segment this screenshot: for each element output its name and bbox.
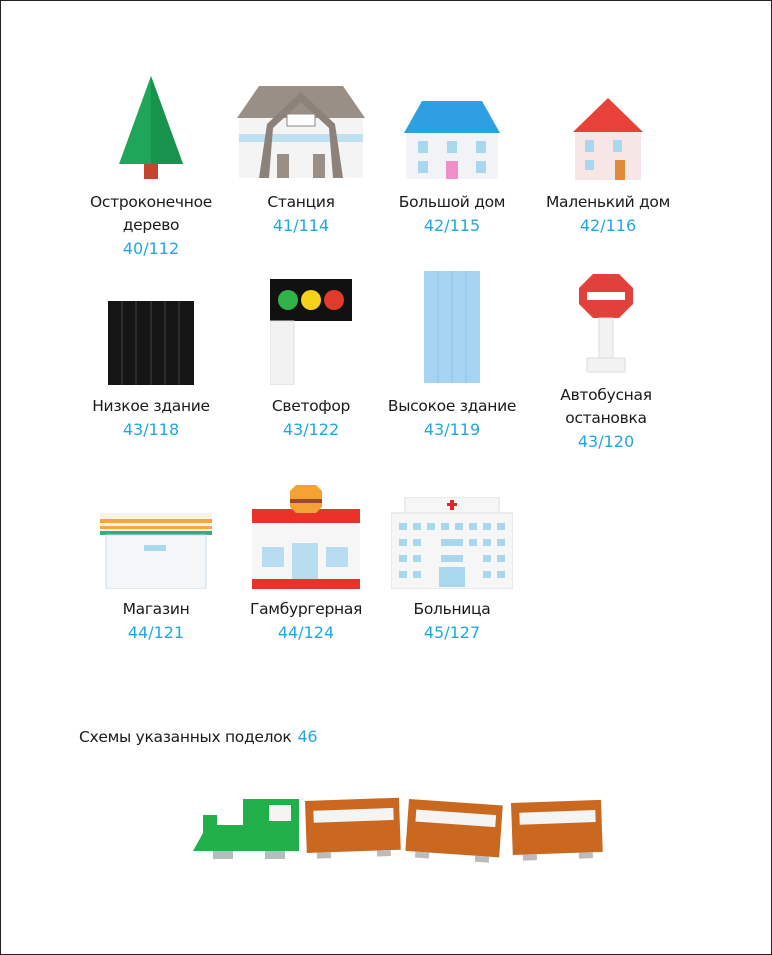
item-label: Больница [413, 600, 491, 618]
item-label: Остроконечное [90, 193, 212, 211]
item-label: остановка [565, 409, 647, 427]
tree-icon [119, 76, 183, 179]
item-tall-building: Высокое здание 43/119 [367, 271, 537, 439]
wagon [305, 797, 401, 859]
item-label: Высокое здание [387, 397, 517, 415]
page-ref[interactable]: 40/112 [122, 239, 180, 258]
page-ref[interactable]: 43/122 [282, 420, 340, 439]
wagon [511, 799, 603, 861]
item-label: Большой дом [398, 193, 506, 211]
train-icon [193, 797, 603, 863]
page-ref[interactable]: 45/127 [423, 623, 481, 642]
page-ref[interactable]: 42/115 [423, 216, 481, 235]
tall-building-icon [424, 271, 480, 383]
wagon [405, 799, 503, 863]
item-big-house: Большой дом 42/115 [367, 101, 537, 235]
footer-page-ref[interactable]: 46 [297, 727, 318, 746]
hamburger-shop-icon [252, 485, 360, 589]
traffic-light-icon [270, 279, 352, 385]
hospital-icon [391, 497, 513, 589]
item-low-building: Низкое здание 43/118 [66, 301, 236, 439]
item-label: Станция [267, 193, 335, 211]
item-store: Магазин 44/121 [71, 513, 241, 642]
item-tree: Остроконечное дерево 40/112 [66, 76, 236, 258]
item-label: Маленький дом [545, 193, 670, 211]
store-icon [100, 513, 212, 589]
item-label: Магазин [122, 600, 190, 618]
page-ref[interactable]: 44/124 [277, 623, 335, 642]
item-label: Автобусная [560, 386, 652, 404]
page-ref[interactable]: 43/119 [423, 420, 481, 439]
diagrams-reference: Схемы указанных поделок 46 [79, 725, 318, 748]
locomotive [193, 799, 299, 859]
page-ref[interactable]: 43/118 [122, 420, 180, 439]
page-ref[interactable]: 43/120 [577, 432, 635, 451]
item-label: Светофор [271, 397, 351, 415]
page-ref[interactable]: 44/121 [127, 623, 185, 642]
bus-stop-icon [579, 274, 633, 373]
item-bus-stop: Автобусная остановка 43/120 [521, 274, 691, 451]
footer-text: Схемы указанных поделок [79, 728, 292, 746]
item-small-house: Маленький дом 42/116 [523, 98, 693, 235]
item-station: Станция 41/114 [216, 84, 386, 235]
item-label: Низкое здание [92, 397, 210, 415]
item-hospital: Больница 45/127 [367, 497, 537, 642]
item-traffic-light: Светофор 43/122 [226, 279, 396, 439]
item-label: дерево [122, 216, 180, 234]
page-ref[interactable]: 41/114 [272, 216, 330, 235]
item-hamburger-shop: Гамбургерная 44/124 [221, 485, 391, 642]
big-house-icon [404, 101, 500, 179]
page-ref[interactable]: 42/116 [579, 216, 637, 235]
low-building-icon [108, 301, 194, 385]
small-house-icon [573, 98, 643, 180]
item-label: Гамбургерная [249, 600, 363, 618]
station-icon [237, 86, 365, 178]
